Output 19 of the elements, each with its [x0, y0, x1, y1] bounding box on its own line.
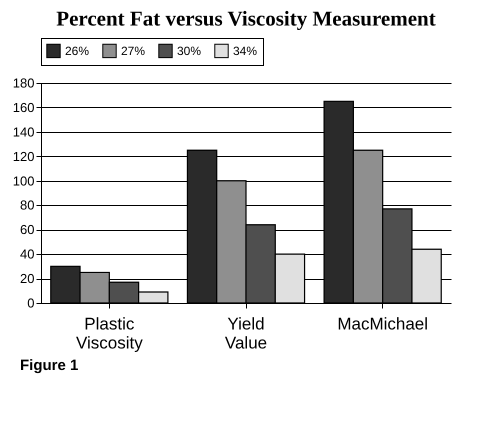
- y-tick-label: 0: [27, 296, 34, 310]
- y-tick-label: 180: [12, 76, 34, 90]
- chart-title: Percent Fat versus Viscosity Measurement: [56, 6, 436, 30]
- legend-label: 27%: [121, 44, 146, 58]
- legend-label: 34%: [233, 44, 258, 58]
- y-tick-label: 80: [20, 198, 34, 213]
- x-tick-label: MacMichael: [337, 314, 428, 334]
- y-tick-label: 60: [20, 222, 34, 238]
- caption: Figure 1: [20, 357, 80, 374]
- y-tick-label: 160: [12, 100, 34, 115]
- y-tick-label: 120: [12, 148, 34, 164]
- x-tick-label: Yield Value: [224, 314, 268, 352]
- x-tick-label: Plastic Viscosity: [76, 314, 144, 352]
- y-tick-label: 20: [20, 271, 34, 286]
- y-tick-label: 100: [12, 173, 34, 188]
- legend-label: 30%: [177, 44, 202, 58]
- y-tick-label: 140: [12, 124, 34, 140]
- y-tick-label: 40: [20, 246, 34, 262]
- legend-label: 26%: [65, 44, 90, 58]
